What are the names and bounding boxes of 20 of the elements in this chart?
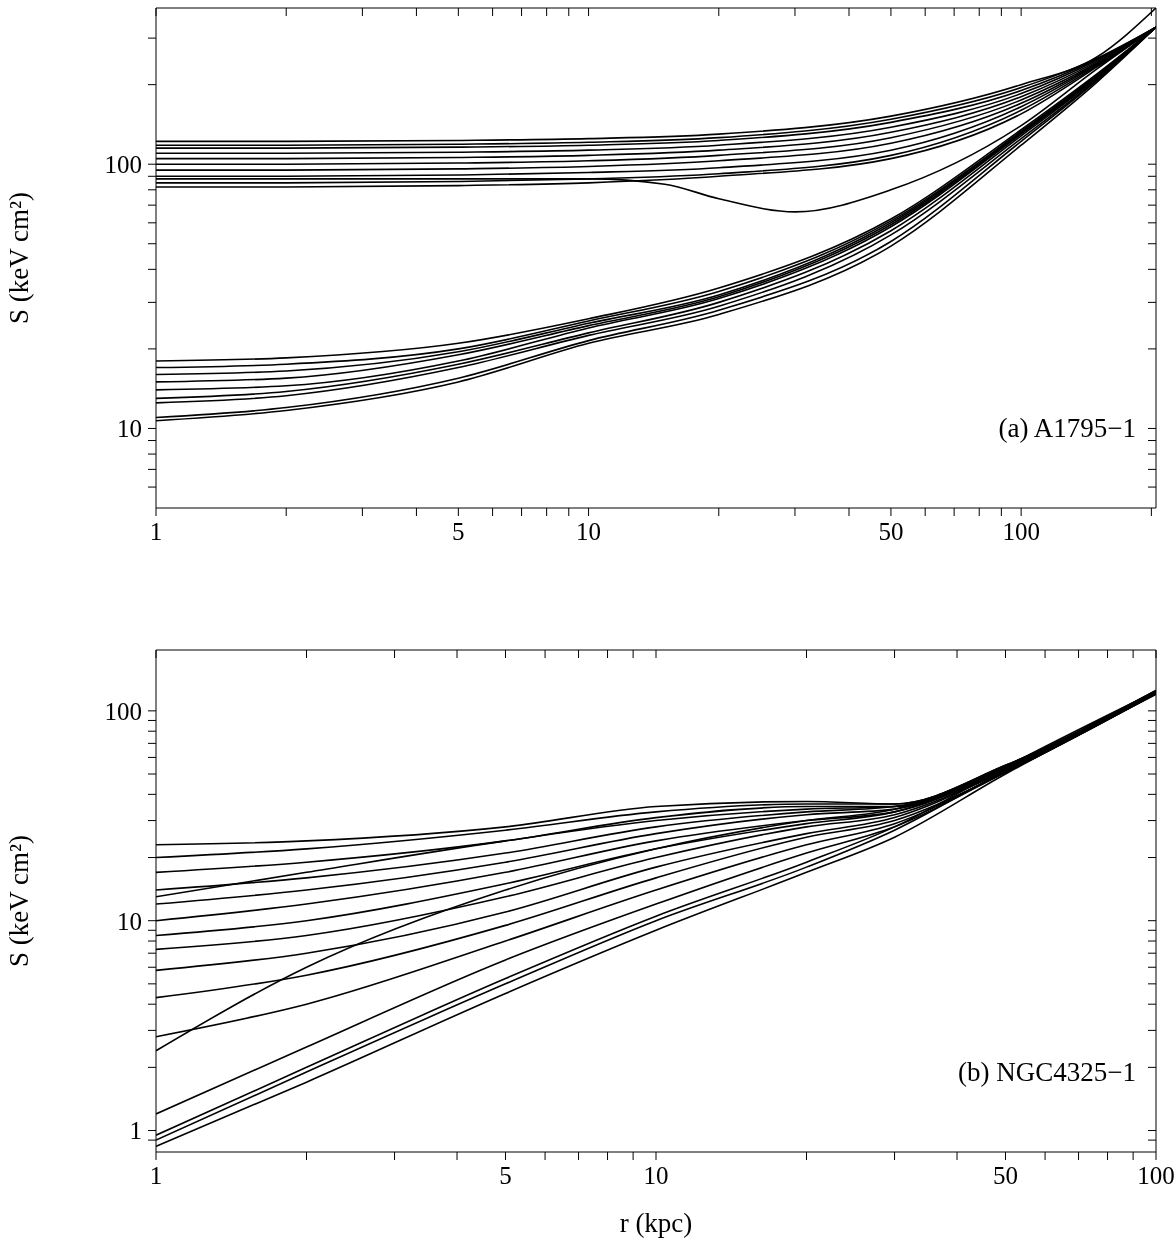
y-axis-title: S (keV cm²) [3,834,34,968]
y-axis-title: S (keV cm²) [3,191,34,325]
x-tick-label: 50 [878,517,904,545]
annotation: (b) NGC4325−1 [958,1057,1136,1088]
y-tick-label: 10 [117,415,142,443]
x-tick-label: 1 [149,1161,163,1189]
x-tick-label: 5 [499,1161,512,1189]
y-tick-label: 10 [117,907,142,935]
x-tick-label: 50 [992,1161,1018,1189]
y-tick-label: 100 [104,151,142,179]
y-tick-label: 1 [129,1117,142,1145]
x-tick-label: 10 [643,1161,669,1189]
x-tick-label: 100 [1002,517,1040,545]
x-tick-label: 5 [452,517,465,545]
x-tick-label: 10 [576,517,602,545]
x-tick-label: 100 [1137,1161,1175,1189]
x-axis-title: r (kpc) [619,1208,693,1238]
x-tick-label: 1 [149,517,163,545]
y-tick-label: 100 [104,697,142,725]
annotation: (a) A1795−1 [998,413,1136,444]
